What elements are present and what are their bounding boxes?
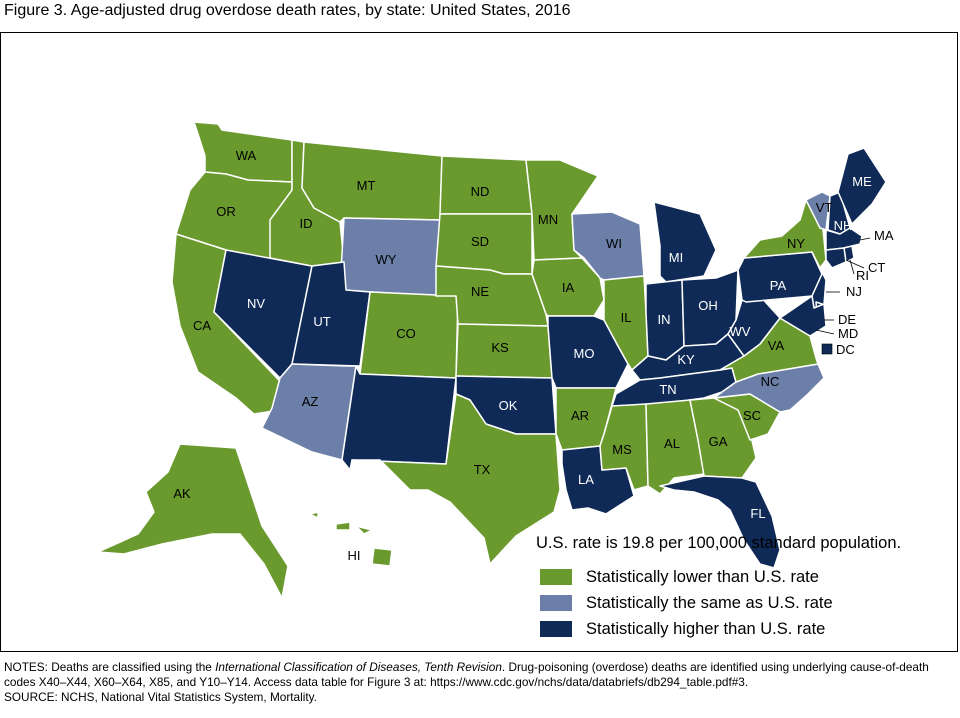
state-label-fl: FL (750, 506, 765, 521)
legend-item-higher: Statistically higher than U.S. rate (540, 616, 833, 642)
state-label-id: ID (300, 216, 313, 231)
state-vt (805, 191, 831, 231)
state-label-ma: MA (874, 228, 894, 243)
state-label-la: LA (578, 472, 594, 487)
state-label-ca: CA (193, 318, 211, 333)
state-label-wy: WY (376, 252, 397, 267)
state-mi (653, 201, 717, 283)
state-label-or: OR (216, 204, 236, 219)
legend-label-lower: Statistically lower than U.S. rate (586, 567, 819, 586)
state-ak (97, 443, 289, 599)
state-wv (727, 295, 781, 357)
map-legend: Statistically lower than U.S. rate Stati… (540, 564, 833, 642)
state-label-sc: SC (743, 408, 761, 423)
state-label-nj: NJ (846, 284, 862, 299)
state-label-oh: OH (698, 298, 718, 313)
state-mo (547, 315, 629, 389)
state-label-ny: NY (787, 236, 805, 251)
notes-icd-title: International Classification of Diseases… (215, 660, 502, 674)
leader-line-ct (845, 259, 865, 269)
state-label-nh: NH (834, 218, 853, 233)
state-ne (435, 265, 549, 327)
state-label-ia: IA (562, 280, 575, 295)
state-label-dc: DC (836, 342, 855, 357)
legend-label-same: Statistically the same as U.S. rate (586, 593, 833, 612)
state-label-me: ME (852, 174, 872, 189)
notes-source: SOURCE: NCHS, National Vital Statistics … (4, 690, 317, 704)
state-label-vt: VT (816, 200, 833, 215)
legend-item-same: Statistically the same as U.S. rate (540, 590, 833, 616)
state-label-in: IN (658, 312, 671, 327)
state-label-al: AL (664, 436, 680, 451)
state-label-mn: MN (538, 212, 558, 227)
state-label-ms: MS (612, 442, 632, 457)
state-label-ct: CT (868, 260, 885, 275)
notes-prefix: NOTES: Deaths are classified using the (4, 660, 216, 674)
state-label-az: AZ (302, 394, 319, 409)
state-label-ut: UT (313, 314, 330, 329)
leader-line-md (815, 329, 835, 335)
state-ms (599, 403, 649, 491)
state-tx (351, 393, 561, 565)
state-fl (659, 475, 781, 569)
state-label-ri: RI (856, 268, 869, 283)
state-label-md: MD (838, 326, 858, 341)
us-rate-note: U.S. rate is 19.8 per 100,000 standard p… (536, 534, 902, 552)
state-label-nd: ND (471, 184, 490, 199)
notes-suffix: . Drug-poisoning (overdose) deaths are i… (4, 660, 929, 689)
state-label-ks: KS (491, 340, 509, 355)
leader-line-ma (859, 237, 871, 241)
state-label-hi: HI (348, 548, 361, 563)
state-label-wi: WI (606, 236, 622, 251)
us-map: WA OR CA NV ID MT WY UT AZ CO ND SD NE KS OK TX MN IA MO AR… (97, 121, 894, 599)
state-md (779, 295, 827, 337)
state-dc-marker (821, 343, 833, 355)
legend-swatch-higher (540, 621, 572, 637)
state-label-nv: NV (247, 296, 265, 311)
state-label-nc: NC (761, 374, 780, 389)
state-pa (737, 251, 823, 303)
state-label-ok: OK (499, 398, 518, 413)
map-frame (0, 32, 958, 652)
legend-swatch-same (540, 595, 572, 611)
state-label-co: CO (396, 326, 416, 341)
state-label-ga: GA (709, 434, 728, 449)
legend-label-higher: Statistically higher than U.S. rate (586, 619, 826, 638)
state-label-mo: MO (574, 346, 595, 361)
state-label-il: IL (621, 310, 632, 325)
state-me (837, 147, 887, 225)
state-label-va: VA (768, 338, 785, 353)
figure-title: Figure 3. Age-adjusted drug overdose dea… (4, 2, 571, 19)
state-label-tn: TN (659, 382, 676, 397)
state-label-mt: MT (357, 178, 376, 193)
state-az (261, 363, 357, 461)
state-label-ak: AK (173, 486, 191, 501)
state-label-wv: WV (730, 324, 751, 339)
legend-item-lower: Statistically lower than U.S. rate (540, 564, 833, 590)
state-nm (341, 365, 457, 471)
state-label-wa: WA (236, 148, 257, 163)
state-label-pa: PA (770, 278, 787, 293)
state-hi (309, 511, 393, 567)
state-label-sd: SD (471, 234, 489, 249)
state-label-ky: KY (677, 352, 695, 367)
state-il (603, 275, 649, 371)
state-label-de: DE (838, 312, 856, 327)
state-ct (825, 247, 847, 269)
state-label-ne: NE (471, 284, 489, 299)
state-label-mi: MI (669, 250, 683, 265)
legend-swatch-lower (540, 569, 572, 585)
state-label-tx: TX (474, 462, 491, 477)
state-label-ar: AR (571, 408, 589, 423)
figure-notes: NOTES: Deaths are classified using the I… (4, 660, 956, 705)
